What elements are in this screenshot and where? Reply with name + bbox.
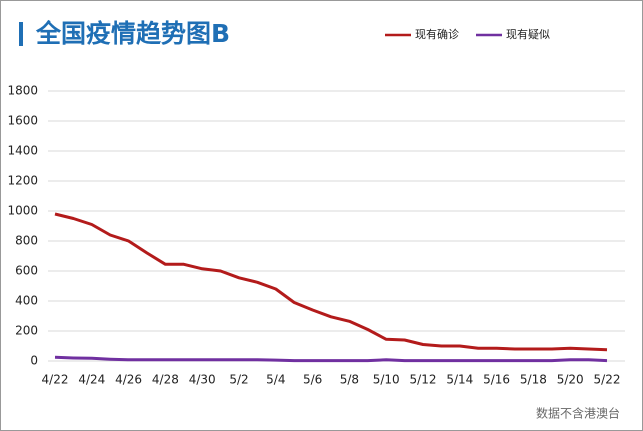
y-tick-label: 800 [15,234,38,248]
x-tick-label: 5/14 [446,373,473,387]
x-tick-label: 4/26 [115,373,142,387]
x-tick-label: 5/12 [410,373,437,387]
title-bar [19,22,23,46]
series-line [54,212,608,352]
x-tick-label: 5/2 [229,373,248,387]
legend-label: 现有确诊 [415,27,459,41]
x-tick-label: 5/10 [373,373,400,387]
y-tick-label: 600 [15,264,38,278]
y-tick-label: 200 [15,324,38,338]
x-tick-label: 5/22 [594,373,621,387]
x-tick-label: 4/28 [152,373,179,387]
y-tick-label: 1000 [7,204,38,218]
y-tick-label: 1400 [7,144,38,158]
y-tick-label: 1600 [7,114,38,128]
x-tick-label: 4/30 [189,373,216,387]
x-tick-label: 5/6 [303,373,322,387]
y-tick-label: 1800 [7,84,38,98]
footnote: 数据不含港澳台 [536,406,620,421]
x-tick-label: 4/22 [42,373,69,387]
y-tick-label: 400 [15,294,38,308]
y-tick-label: 0 [30,354,38,368]
x-tick-label: 4/24 [78,373,105,387]
x-tick-label: 5/16 [483,373,510,387]
x-tick-label: 5/8 [340,373,359,387]
x-tick-label: 5/18 [520,373,547,387]
y-tick-label: 1200 [7,174,38,188]
series-line [54,355,608,363]
chart-title: 全国疫情趋势图B [35,19,230,48]
x-tick-label: 5/20 [557,373,584,387]
legend-label: 现有疑似 [506,27,550,41]
x-tick-label: 5/4 [266,373,285,387]
